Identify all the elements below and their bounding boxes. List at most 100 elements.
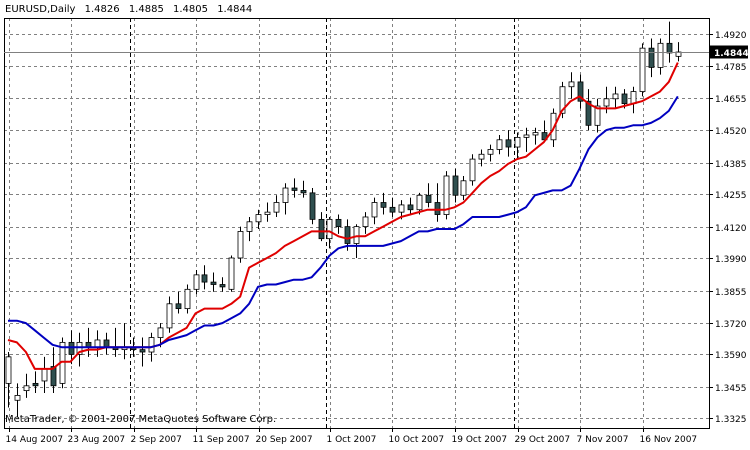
bear-candle	[318, 212, 325, 242]
x-tick-label: 20 Sep 2007	[256, 435, 313, 445]
candle-body	[344, 226, 351, 244]
candle-body	[68, 341, 75, 355]
candle-body	[184, 288, 191, 310]
candle-body	[5, 356, 12, 384]
bear-candle	[309, 188, 316, 225]
candle-body	[282, 187, 289, 203]
candle-body	[407, 204, 414, 211]
indicator-line-blue	[8, 95, 679, 349]
candle-body	[460, 180, 467, 196]
bear-candle	[434, 183, 441, 222]
candle-body	[210, 281, 217, 285]
candle-body	[32, 382, 39, 387]
candle-body	[103, 339, 110, 348]
bear-candle	[452, 168, 459, 203]
y-tick-label: 1.4120	[715, 224, 747, 234]
bear-candle	[201, 265, 208, 290]
candle-body	[577, 81, 584, 102]
bull-candle	[532, 127, 539, 145]
bull-candle	[612, 86, 619, 109]
high-price: 1.4885	[128, 4, 164, 15]
bull-candle	[523, 127, 530, 152]
x-tick-label: 11 Sep 2007	[193, 435, 250, 445]
candle-body	[452, 175, 459, 196]
candle-body	[559, 86, 566, 114]
x-tick-label: 16 Nov 2007	[640, 435, 698, 445]
price-marker-label: 1.4844	[714, 49, 749, 59]
bear-candle	[380, 192, 387, 215]
bull-candle	[228, 255, 235, 292]
candle-body	[532, 132, 539, 136]
bull-candle	[326, 216, 333, 249]
bull-candle	[255, 209, 262, 230]
y-tick-label: 1.4920	[715, 31, 747, 41]
bear-candle	[50, 347, 57, 394]
grid-lines	[4, 18, 709, 428]
candle-body	[594, 105, 601, 126]
candle-body	[246, 221, 253, 232]
candle-body	[291, 187, 298, 191]
candle-body	[585, 100, 592, 126]
candle-body	[309, 192, 316, 220]
candle-body	[496, 139, 503, 150]
candle-body	[443, 175, 450, 215]
copyright-text: MetaTrader, © 2001-2007 MetaQuotes Softw…	[5, 414, 277, 425]
candle-body	[380, 202, 387, 208]
candle-body	[335, 218, 342, 228]
candle-body	[50, 366, 57, 387]
bear-candle	[300, 180, 307, 198]
indicator-lines	[7, 62, 679, 370]
candle-body	[389, 206, 396, 213]
chart-frame	[4, 18, 710, 429]
bear-candle	[32, 371, 39, 394]
bull-candle	[568, 72, 575, 99]
bull-candle	[193, 270, 200, 295]
bull-candle	[469, 154, 476, 186]
candle-body	[469, 158, 476, 182]
time-scale: 14 Aug 2007 23 Aug 2007 2 Sep 2007 11 Sep 2…	[6, 428, 698, 445]
bull-candle	[237, 226, 244, 263]
bull-candle	[166, 296, 173, 333]
bull-candle	[76, 332, 83, 367]
y-tick-label: 1.3325	[715, 415, 747, 425]
bull-candle	[14, 383, 21, 418]
candle-body	[648, 47, 655, 68]
bear-candle	[175, 291, 182, 314]
candle-body	[175, 303, 182, 310]
bull-candle	[362, 212, 369, 234]
candle-body	[237, 231, 244, 259]
period-separators	[130, 18, 515, 428]
bear-candle	[335, 214, 342, 234]
bull-candle	[639, 43, 646, 97]
candle-body	[612, 93, 619, 100]
candle-body	[219, 284, 226, 288]
candle-body	[264, 211, 271, 215]
bull-candle	[282, 183, 289, 215]
bear-candle	[112, 327, 119, 357]
candle-body	[139, 349, 146, 353]
candle-body	[148, 337, 155, 353]
x-tick-label: 1 Oct 2007	[327, 435, 377, 445]
candle-body	[41, 368, 48, 382]
bear-candle	[210, 272, 217, 292]
candle-body	[228, 257, 235, 290]
x-tick-label: 14 Aug 2007	[6, 435, 64, 445]
candle-body	[425, 194, 432, 203]
y-tick-label: 1.4785	[715, 63, 747, 73]
bull-candle	[487, 144, 494, 162]
candle-body	[523, 134, 530, 138]
candle-body	[603, 98, 610, 107]
x-tick-label: 7 Nov 2007	[577, 435, 629, 445]
candle-body	[273, 202, 280, 213]
bear-candle	[103, 332, 110, 355]
y-tick-label: 1.3990	[715, 255, 747, 265]
bull-candle	[121, 323, 128, 360]
price-scale: 1.4920 1.4785 1.4655 1.4520 1.4385 1.4255 1.41…	[709, 31, 747, 425]
bull-candle	[371, 197, 378, 225]
candle-body	[505, 139, 512, 148]
candle-body	[76, 341, 83, 355]
candle-body	[362, 216, 369, 228]
y-tick-label: 1.3720	[715, 320, 747, 330]
